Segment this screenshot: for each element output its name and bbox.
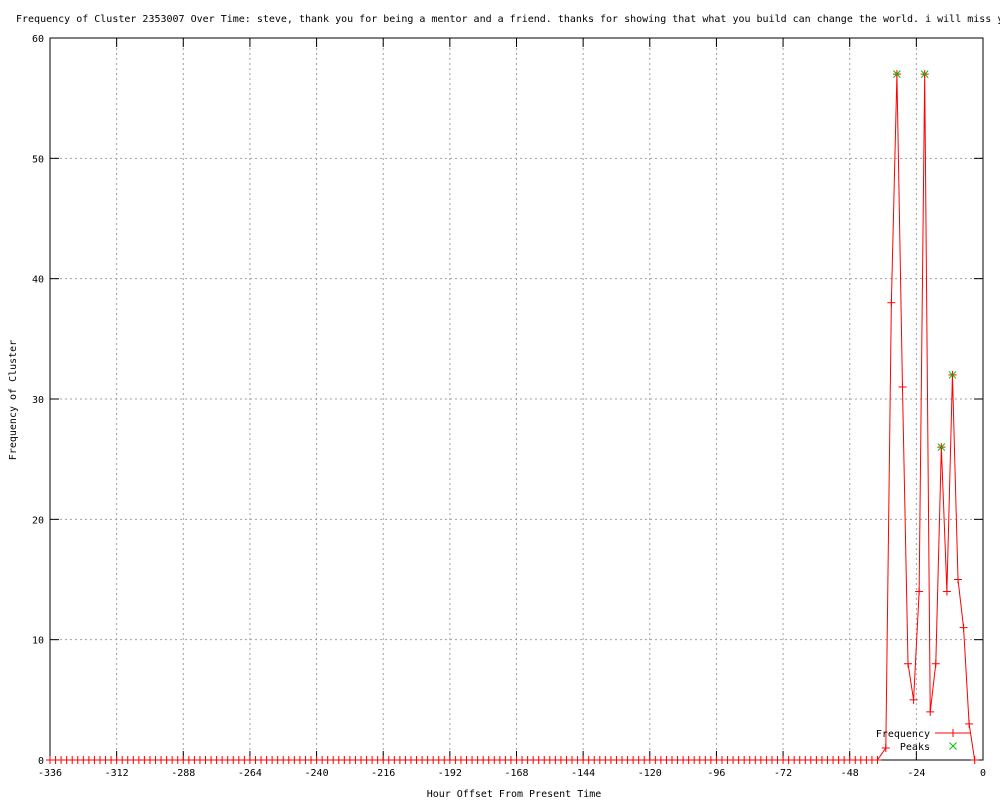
x-tick-label: -288: [171, 768, 195, 779]
x-tick-label: -336: [38, 768, 62, 779]
y-tick-label: 30: [32, 395, 44, 406]
x-tick-label: -24: [907, 768, 925, 779]
x-tick-label: -120: [638, 768, 662, 779]
grid: [50, 38, 983, 760]
peak-point: [893, 70, 901, 78]
legend-label-peaks: Peaks: [900, 742, 930, 753]
legend-marker-peaks: [949, 742, 957, 750]
peak-point: [937, 443, 946, 451]
x-tick-label: -264: [238, 768, 262, 779]
series-layer: [46, 70, 979, 764]
y-tick-label: 0: [38, 756, 44, 767]
x-tick-label: -144: [571, 768, 595, 779]
y-tick-label: 40: [32, 275, 44, 286]
y-tick-label: 60: [32, 34, 44, 45]
x-tick-label: -48: [841, 768, 859, 779]
x-tick-label: -72: [774, 768, 792, 779]
y-tick-label: 10: [32, 636, 44, 647]
axis-ticks: -336 -312 -288 -264 -240 -216 -192 -168 -144 -120…: [32, 34, 986, 779]
x-tick-label: -240: [305, 768, 329, 779]
x-tick-label: -96: [707, 768, 725, 779]
frequency-line: [50, 74, 976, 761]
legend: Frequency Peaks: [876, 729, 971, 753]
x-tick-label: -312: [105, 768, 129, 779]
x-tick-label: -168: [504, 768, 528, 779]
peak-point: [948, 371, 957, 379]
peak-point: [920, 70, 929, 78]
x-axis-label: Hour Offset From Present Time: [427, 789, 602, 800]
legend-label-frequency: Frequency: [876, 729, 930, 740]
chart-title: Frequency of Cluster 2353007 Over Time: …: [16, 14, 1000, 25]
y-tick-label: 50: [32, 154, 44, 165]
x-tick-label: -192: [438, 768, 462, 779]
x-tick-label: -216: [371, 768, 395, 779]
y-axis-label: Frequency of Cluster: [8, 340, 19, 460]
y-tick-label: 20: [32, 515, 44, 526]
x-tick-label: 0: [980, 768, 986, 779]
